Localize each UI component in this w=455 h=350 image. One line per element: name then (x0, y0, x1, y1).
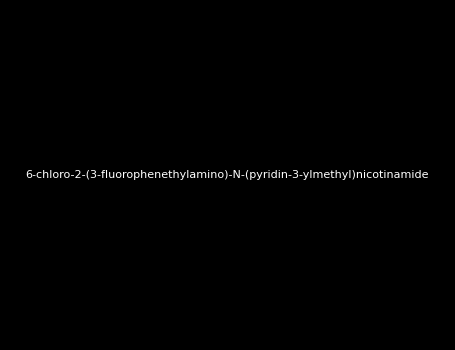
Text: 6-chloro-2-(3-fluorophenethylamino)-N-(pyridin-3-ylmethyl)nicotinamide: 6-chloro-2-(3-fluorophenethylamino)-N-(p… (26, 170, 429, 180)
